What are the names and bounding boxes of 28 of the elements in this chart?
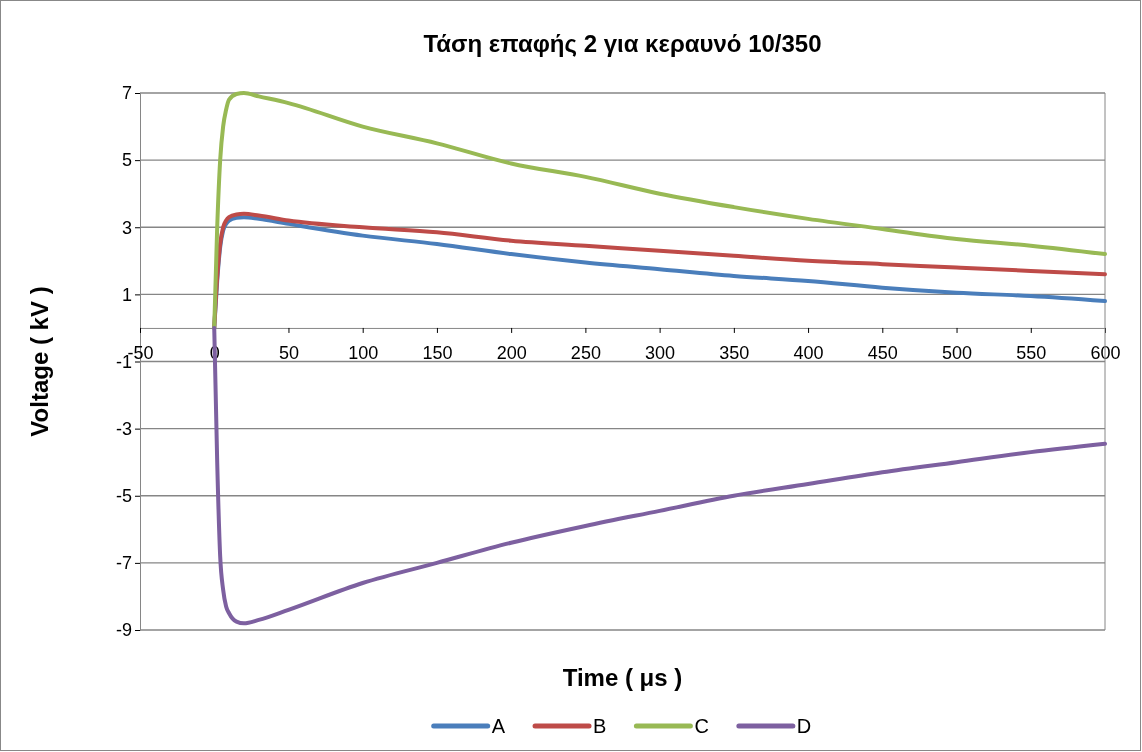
x-tick-label: 600 — [1090, 343, 1121, 364]
y-tick-label: 7 — [121, 83, 132, 104]
x-tick-label: 350 — [719, 343, 750, 364]
y-tick-label: 1 — [121, 284, 132, 305]
y-axis-title: Voltage ( kV ) — [26, 286, 53, 437]
x-tick-label: 250 — [570, 343, 601, 364]
legend-label: C — [694, 715, 709, 737]
y-tick-label: -9 — [115, 620, 132, 641]
x-tick-label: 300 — [645, 343, 676, 364]
x-tick-label: 150 — [422, 343, 453, 364]
chart-title: Τάση επαφής 2 για κεραυνό 10/350 — [423, 30, 822, 57]
legend-label: D — [796, 715, 812, 737]
x-tick-label: 500 — [942, 343, 973, 364]
x-tick-label: 100 — [348, 343, 379, 364]
line-series — [212, 91, 1107, 330]
x-tick-label: 550 — [1016, 343, 1047, 364]
y-tick-label: 3 — [121, 217, 132, 238]
x-tick-label: 50 — [278, 343, 299, 364]
x-axis-title: Time ( μs ) — [562, 664, 683, 691]
x-tick-label: 400 — [793, 343, 824, 364]
y-tick-label: 5 — [121, 150, 132, 171]
y-tick-label: -5 — [115, 486, 132, 507]
legend-label: A — [491, 715, 506, 737]
legend-label: B — [593, 715, 607, 737]
y-tick-label: -7 — [115, 553, 132, 574]
y-tick-label: -3 — [115, 418, 132, 439]
x-tick-label: 200 — [496, 343, 527, 364]
x-tick-label: 450 — [867, 343, 898, 364]
